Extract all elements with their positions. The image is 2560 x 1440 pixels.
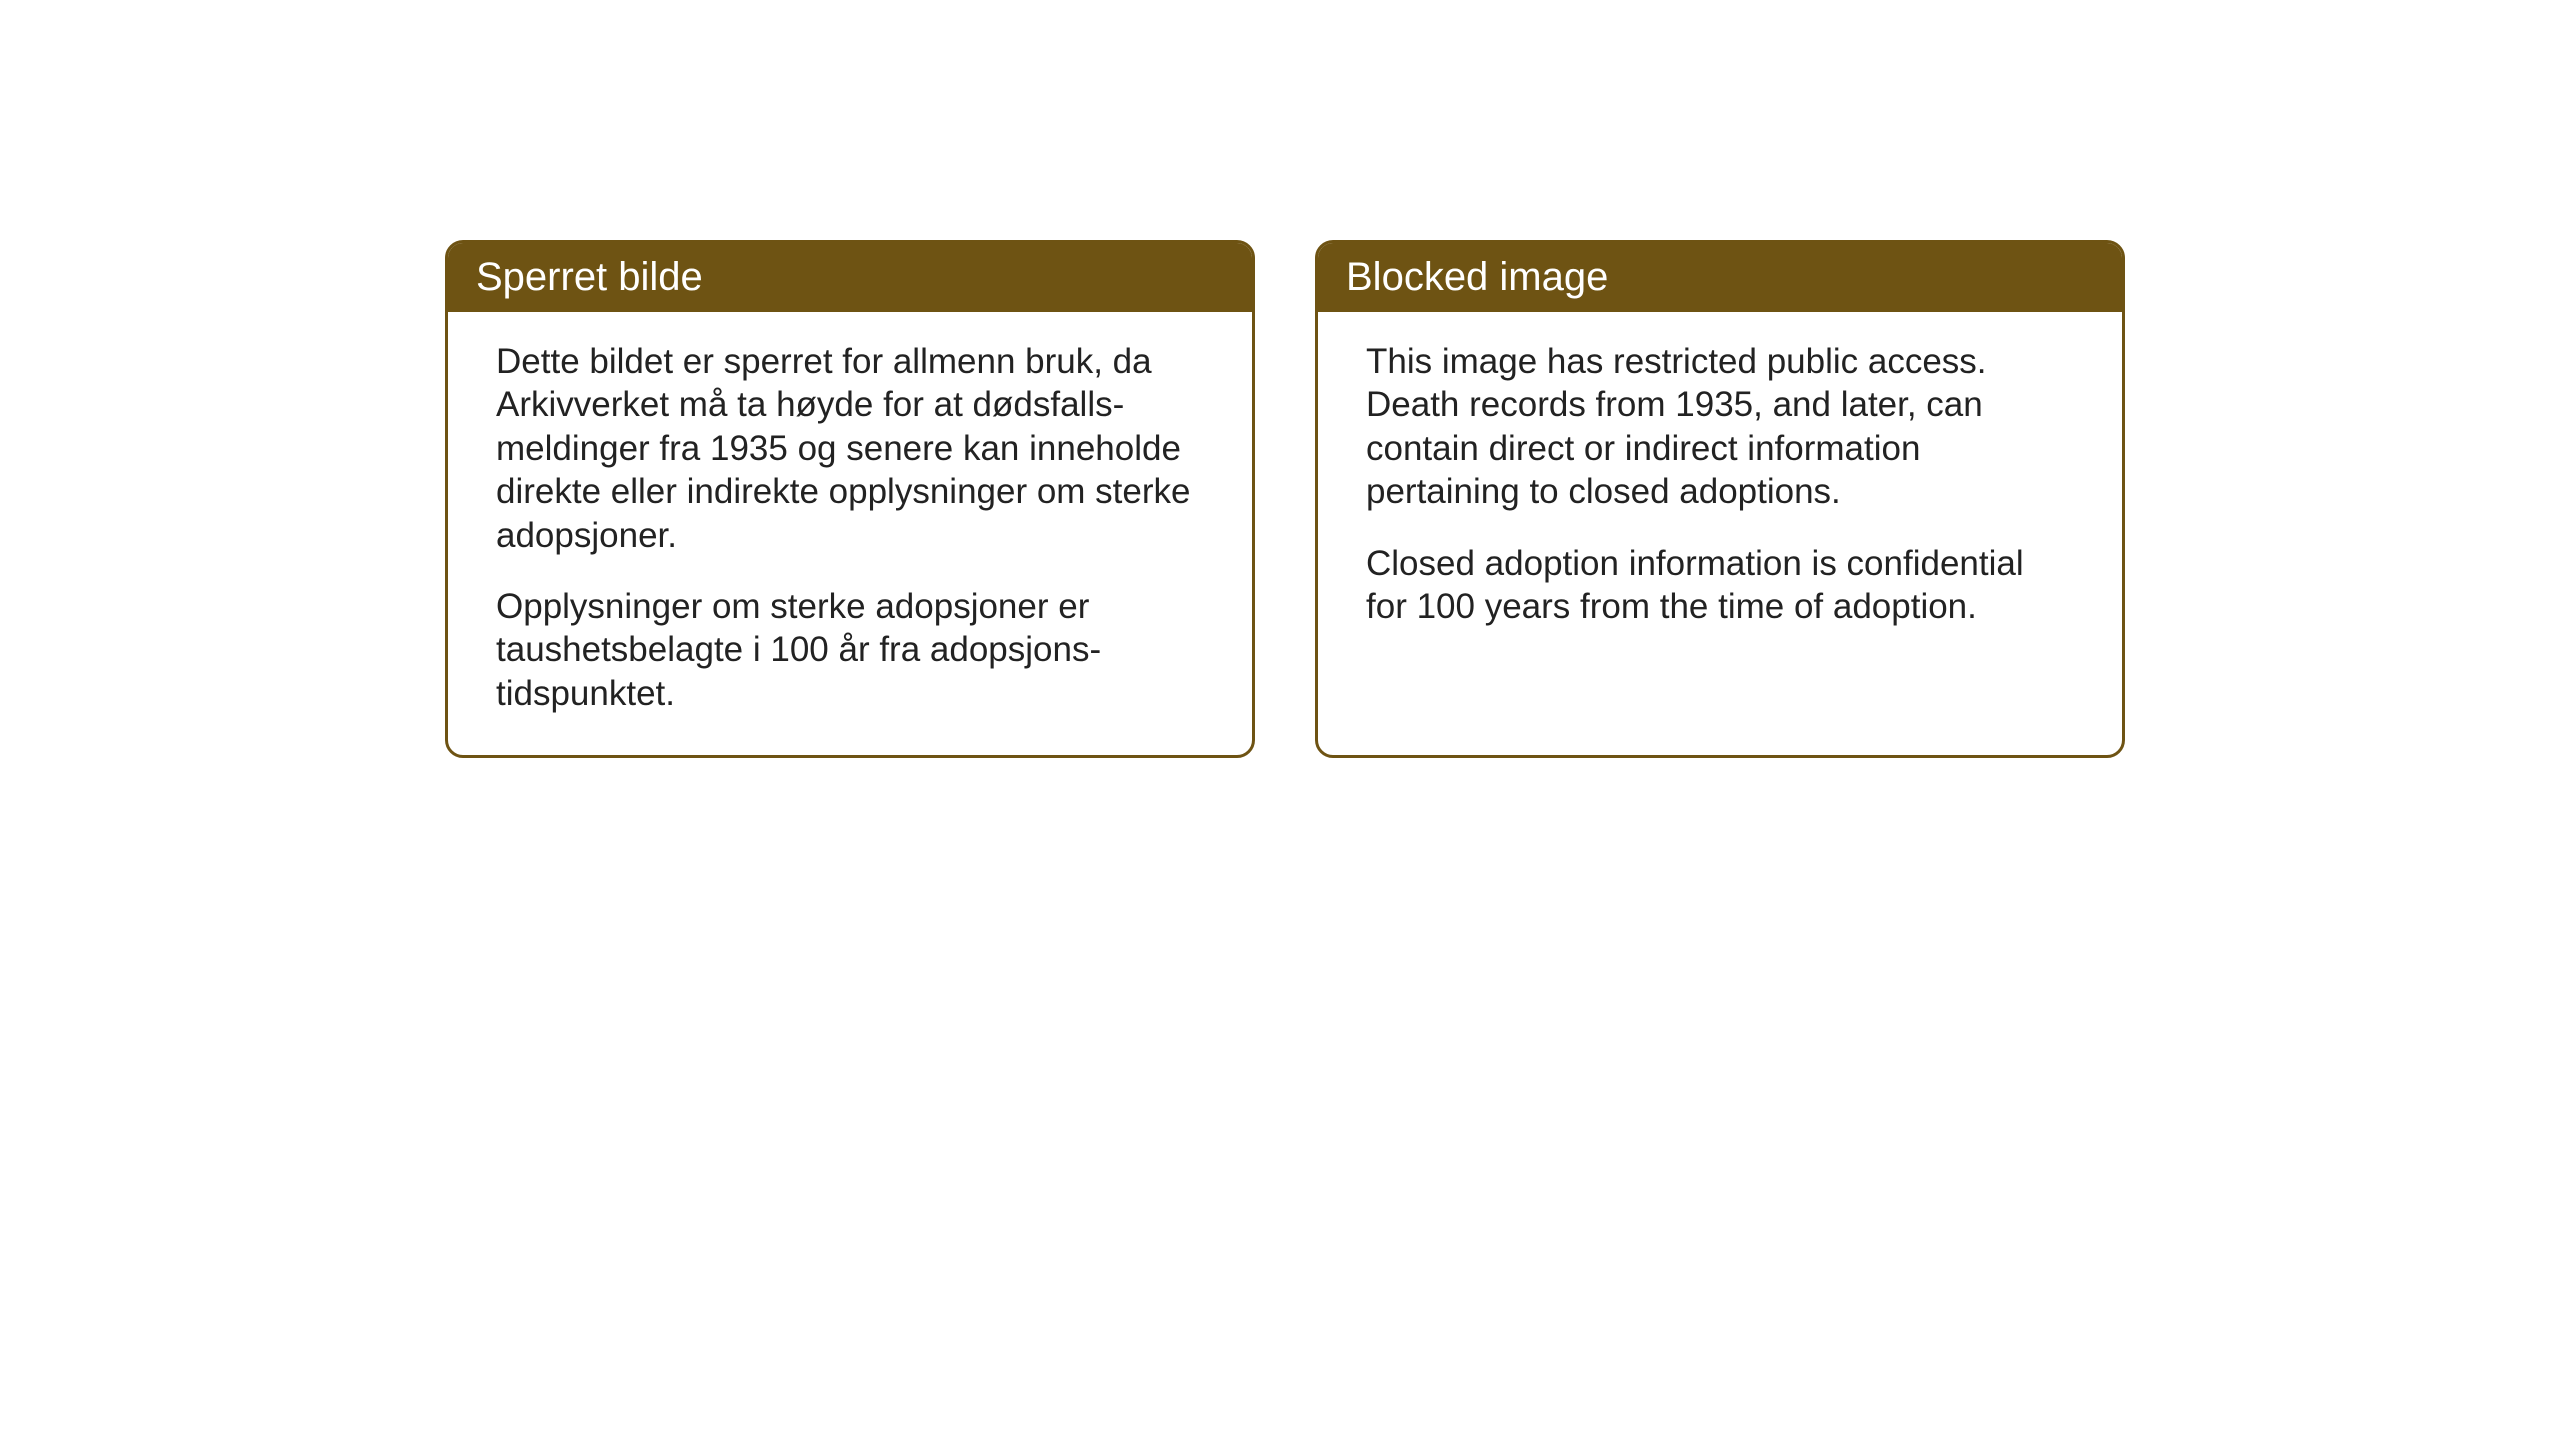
card-paragraph: This image has restricted public access.…	[1366, 340, 2074, 514]
card-title: Blocked image	[1346, 255, 1608, 299]
card-paragraph: Opplysninger om sterke adopsjoner er tau…	[496, 585, 1204, 715]
card-header-english: Blocked image	[1318, 243, 2122, 312]
notice-container: Sperret bilde Dette bildet er sperret fo…	[445, 240, 2125, 758]
card-paragraph: Dette bildet er sperret for allmenn bruk…	[496, 340, 1204, 557]
notice-card-norwegian: Sperret bilde Dette bildet er sperret fo…	[445, 240, 1255, 758]
card-body-norwegian: Dette bildet er sperret for allmenn bruk…	[448, 312, 1252, 755]
card-paragraph: Closed adoption information is confident…	[1366, 542, 2074, 629]
card-title: Sperret bilde	[476, 255, 703, 299]
card-body-english: This image has restricted public access.…	[1318, 312, 2122, 668]
card-header-norwegian: Sperret bilde	[448, 243, 1252, 312]
notice-card-english: Blocked image This image has restricted …	[1315, 240, 2125, 758]
